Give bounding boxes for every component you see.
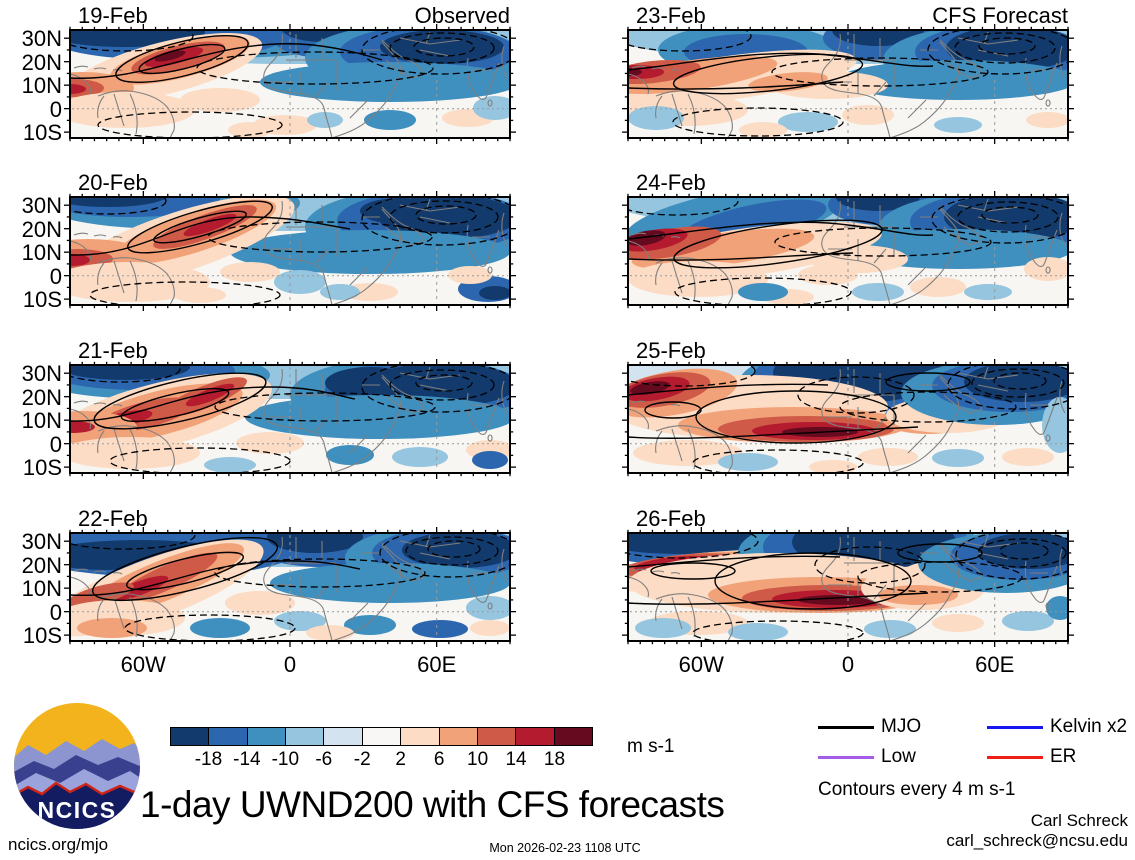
colorbar-segment [208,728,247,745]
lat-tick-label: 10N [21,576,62,602]
lat-tick-label: 10S [22,287,62,313]
panel-date-label: 26-Feb [636,506,706,531]
colorbar-units-label: m s-1 [627,736,675,757]
lat-tick-label: 10N [21,240,62,266]
legend-line-er [987,756,1043,759]
colorbar-segment [246,728,286,745]
colorbar-segment [400,728,439,745]
lat-tick-label: 0 [49,599,62,625]
lat-tick-label: 30N [21,193,62,219]
lon-tick-label: 60E [975,652,1015,677]
panel-date-label: 24-Feb [636,170,706,195]
map-canvas [622,191,1074,311]
legend-label: Kelvin x2 [1050,716,1128,737]
credit-name: Carl Schreck [1030,811,1128,830]
map-panel-21-Feb [64,359,516,479]
legend-label: Low [881,746,916,767]
map-canvas [64,191,516,311]
panel-date-label: 20-Feb [78,170,148,195]
colorbar-tick-label: 14 [505,749,527,770]
logo-red-ridge-line [14,781,140,798]
colorbar-segment [171,728,209,745]
lon-tick-label: 60E [417,652,457,677]
lat-tick-label: 10N [21,73,62,99]
colorbar-segment [438,728,477,745]
map-panel-26-Feb [622,527,1074,647]
map-canvas [64,527,516,647]
colorbar-tick-label: 6 [433,749,445,770]
map-panel-20-Feb [64,191,516,311]
colorbar-tick-label: -10 [271,749,300,770]
lat-tick-label: 30N [21,529,62,555]
map-panel-25-Feb [622,359,1074,479]
lat-tick-label: 20N [21,384,62,410]
lon-tick-label: 0 [841,652,855,677]
panel-date-label: 19-Feb [78,3,148,28]
colorbar-segment [553,728,592,745]
colorbar-segment [515,728,554,745]
colorbar-tick-label: 18 [543,749,566,770]
colorbar-tick-label: 2 [395,749,406,770]
colorbar-tick-label: -14 [233,749,261,770]
map-panel-23-Feb [622,24,1074,144]
lat-tick-label: 30N [21,26,62,52]
logo-mountain-base [14,783,140,829]
panel-date-label: 22-Feb [78,506,148,531]
legend-label: ER [1050,746,1077,767]
colorbar [170,727,593,746]
map-canvas [622,24,1074,144]
panel-date-label: 25-Feb [636,338,706,363]
lat-tick-label: 10S [22,623,62,649]
lat-tick-label: 30N [21,361,62,387]
lat-tick-label: 20N [21,216,62,242]
figure-title: 1-day UWND200 with CFS forecasts [140,784,725,825]
column-header: Observed [414,3,510,28]
lat-tick-label: 0 [49,263,62,289]
contour-interval-note: Contours every 4 m s-1 [818,779,1016,800]
map-panel-24-Feb [622,191,1074,311]
timestamp: Mon 2026-02-23 1108 UTC [489,841,641,855]
lat-tick-label: 0 [49,96,62,122]
lon-tick-label: 60W [120,652,166,677]
lon-tick-label: 60W [678,652,724,677]
legend-line-low [818,756,874,759]
lat-tick-label: 10N [21,408,62,434]
colorbar-tick-label: -6 [315,749,333,770]
lat-tick-label: 10S [22,455,62,481]
map-panel-22-Feb [64,527,516,647]
lat-tick-label: 0 [49,431,62,457]
ncics-logo-text: NCICS [37,797,116,823]
panel-date-label: 21-Feb [78,338,148,363]
map-panel-19-Feb [64,24,516,144]
colorbar-segment [476,728,516,745]
map-canvas [64,24,516,144]
legend-line-kelvin-x2 [987,726,1043,729]
panel-date-label: 23-Feb [636,3,706,28]
credit-email: carl_schreck@ncsu.edu [946,831,1128,850]
colorbar-segment [323,728,362,745]
legend-line-mjo [818,726,874,729]
lat-tick-label: 20N [21,49,62,75]
colorbar-segment [361,728,401,745]
ncics-logo: NCICS [14,703,140,829]
site-url: ncics.org/mjo [8,835,109,854]
column-header: CFS Forecast [932,3,1068,28]
colorbar-tick-label: 10 [467,749,489,770]
map-canvas [622,527,1074,647]
colorbar-segment [285,728,324,745]
colorbar-tick-label: -2 [353,749,371,770]
map-canvas [622,359,1074,479]
lat-tick-label: 20N [21,552,62,578]
colorbar-tick-label: -18 [194,749,223,770]
lat-tick-label: 10S [22,120,62,146]
lon-tick-label: 0 [283,652,297,677]
map-canvas [64,359,516,479]
legend-label: MJO [881,716,922,737]
